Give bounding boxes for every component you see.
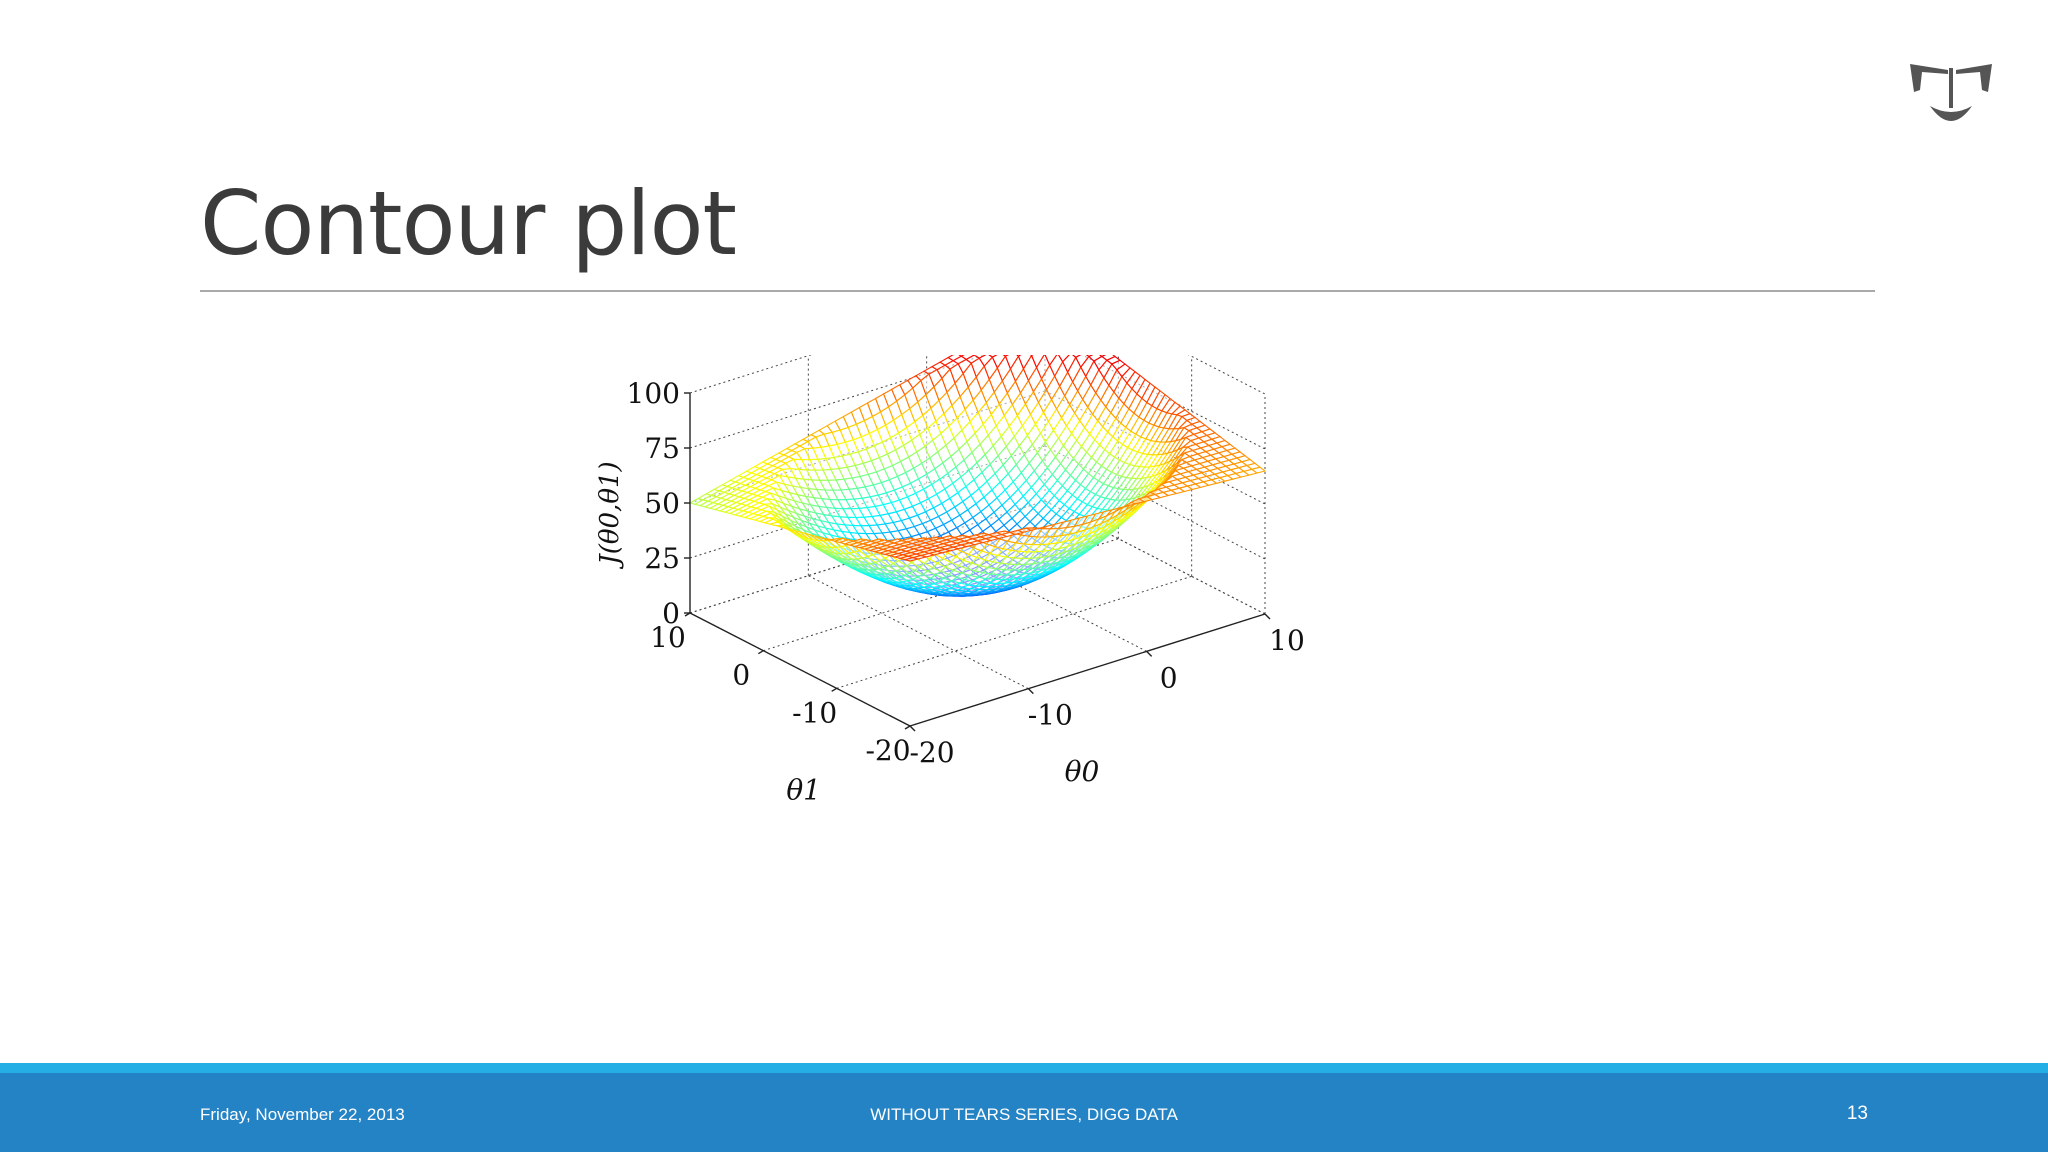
surface-mesh <box>688 355 1267 597</box>
x-tick-mark <box>909 725 916 732</box>
y-tick-mark <box>757 650 764 655</box>
grid-line <box>1187 355 1266 395</box>
footer-series-title: WITHOUT TEARS SERIES, DIGG DATA <box>870 1105 1178 1124</box>
grid-line <box>689 355 987 449</box>
x-tick-mark <box>1264 613 1271 620</box>
axis-labels: θ0 θ1 J(θ0,θ1) <box>595 461 1099 806</box>
footer-date: Friday, November 22, 2013 <box>200 1105 405 1124</box>
x-axis-label: θ0 <box>1065 755 1100 788</box>
x-tick-mark <box>1027 688 1034 695</box>
footer-bar: Friday, November 22, 2013 WITHOUT TEARS … <box>0 1073 2048 1152</box>
tau-crest-logo-icon <box>1910 64 1992 121</box>
x-tick-label: 10 <box>1269 624 1305 657</box>
z-tick-label: 75 <box>644 432 680 465</box>
title-divider <box>200 290 1875 292</box>
footer-accent-strip <box>0 1063 2048 1073</box>
z-tick-label: 0 <box>662 597 680 630</box>
slide-title: Contour plot <box>200 172 737 275</box>
x-tick-label: 0 <box>1160 661 1178 694</box>
z-tick-label: 100 <box>627 377 680 410</box>
y-tick-label: 0 <box>732 659 750 692</box>
y-tick-label: 10 <box>650 621 686 654</box>
y-tick-mark <box>684 612 691 617</box>
y-axis-label: θ1 <box>786 774 821 807</box>
z-axis-label: J(θ0,θ1) <box>595 461 625 569</box>
footer-page-number: 13 <box>1846 1103 1868 1124</box>
z-tick-label: 50 <box>644 487 680 520</box>
y-tick-label: -10 <box>792 696 837 729</box>
x-axis-line <box>909 613 1266 727</box>
y-tick-mark <box>904 725 911 730</box>
x-tick-label: -20 <box>909 736 954 769</box>
surface-cell <box>1250 466 1267 474</box>
y-tick-label: -20 <box>865 734 910 767</box>
x-tick-label: -10 <box>1028 699 1073 732</box>
grid-line <box>1080 355 1266 450</box>
y-axis-line <box>689 612 911 727</box>
grid-line <box>836 575 1192 689</box>
grid-line <box>808 575 1029 690</box>
z-tick-label: 25 <box>644 542 680 575</box>
x-tick-mark <box>1146 650 1153 657</box>
y-tick-mark <box>831 687 838 692</box>
